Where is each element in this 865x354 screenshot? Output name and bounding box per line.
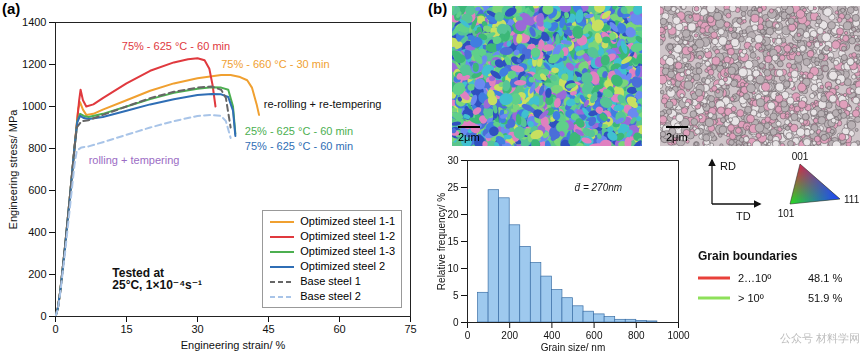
svg-text:Grain size/ nm: Grain size/ nm — [541, 342, 605, 353]
svg-text:45: 45 — [262, 323, 274, 335]
svg-text:75: 75 — [404, 323, 416, 335]
svg-text:0: 0 — [453, 317, 459, 328]
svg-text:75% - 625 °C - 60 min: 75% - 625 °C - 60 min — [122, 40, 230, 52]
svg-text:1000: 1000 — [22, 100, 46, 112]
svg-text:400: 400 — [28, 226, 46, 238]
svg-text:0: 0 — [40, 310, 46, 322]
svg-text:30: 30 — [191, 323, 203, 335]
html-text:Base steel 1: Base steel 1 — [300, 275, 361, 287]
svg-text:48.1 %: 48.1 % — [808, 272, 842, 284]
svg-text:15: 15 — [447, 236, 459, 247]
html-text:Optimized steel 2: Optimized steel 2 — [300, 260, 386, 272]
svg-text:800: 800 — [628, 330, 645, 341]
svg-text:1400: 1400 — [22, 16, 46, 28]
html-text:Optimized steel 1-2: Optimized steel 1-2 — [300, 230, 395, 242]
html-text:(a): (a) — [2, 0, 21, 17]
svg-text:TD: TD — [736, 210, 751, 222]
html-text:2μm: 2μm — [666, 131, 688, 143]
svg-text:51.9 %: 51.9 % — [808, 292, 842, 304]
html-text:Base steel 2: Base steel 2 — [300, 290, 361, 302]
svg-text:Grain boundaries: Grain boundaries — [698, 249, 798, 263]
svg-text:25: 25 — [447, 182, 459, 193]
html-text:Optimized steel 1-3: Optimized steel 1-3 — [300, 245, 395, 257]
svg-text:75% - 625 °C - 60 min: 75% - 625 °C - 60 min — [245, 140, 353, 152]
svg-text:200: 200 — [501, 330, 518, 341]
svg-text:0: 0 — [465, 330, 471, 341]
svg-text:Engineering stress/ MPa: Engineering stress/ MPa — [7, 109, 19, 230]
svg-text:25% - 625 °C - 60 min: 25% - 625 °C - 60 min — [245, 125, 353, 137]
svg-text:15: 15 — [120, 323, 132, 335]
svg-text:0: 0 — [52, 323, 58, 335]
svg-text:30: 30 — [447, 155, 459, 166]
svg-text:1200: 1200 — [22, 58, 46, 70]
html-text:(b): (b) — [428, 0, 448, 17]
svg-text:公众号 材料学网: 公众号 材料学网 — [780, 332, 860, 344]
svg-text:Engineering strain/ %: Engineering strain/ % — [181, 339, 286, 351]
svg-text:400: 400 — [544, 330, 561, 341]
svg-text:rolling + tempering: rolling + tempering — [89, 154, 180, 166]
svg-text:1000: 1000 — [667, 330, 690, 341]
svg-text:RD: RD — [720, 160, 736, 172]
svg-text:800: 800 — [28, 142, 46, 154]
html-text:2μm: 2μm — [458, 131, 480, 143]
svg-text:75% - 660 °C - 30 min: 75% - 660 °C - 30 min — [221, 58, 329, 70]
svg-text:600: 600 — [586, 330, 603, 341]
svg-text:Relative frequency/ %: Relative frequency/ % — [436, 193, 447, 290]
svg-text:Tested at25°C, 1×10⁻⁴s⁻¹: Tested at25°C, 1×10⁻⁴s⁻¹ — [112, 266, 202, 292]
svg-text:d̄ = 270nm: d̄ = 270nm — [575, 182, 623, 193]
svg-text:2…10º: 2…10º — [738, 272, 771, 284]
svg-text:> 10º: > 10º — [738, 292, 764, 304]
svg-text:600: 600 — [28, 184, 46, 196]
svg-text:5: 5 — [453, 290, 459, 301]
svg-text:60: 60 — [333, 323, 345, 335]
svg-text:200: 200 — [28, 268, 46, 280]
svg-text:101: 101 — [778, 208, 795, 219]
svg-text:111: 111 — [844, 194, 860, 205]
svg-text:10: 10 — [447, 263, 459, 274]
svg-text:20: 20 — [447, 209, 459, 220]
html-text:Optimized steel 1-1: Optimized steel 1-1 — [300, 215, 395, 227]
svg-text:001: 001 — [792, 151, 809, 162]
svg-text:re-rolling + re-tempering: re-rolling + re-tempering — [264, 98, 382, 110]
